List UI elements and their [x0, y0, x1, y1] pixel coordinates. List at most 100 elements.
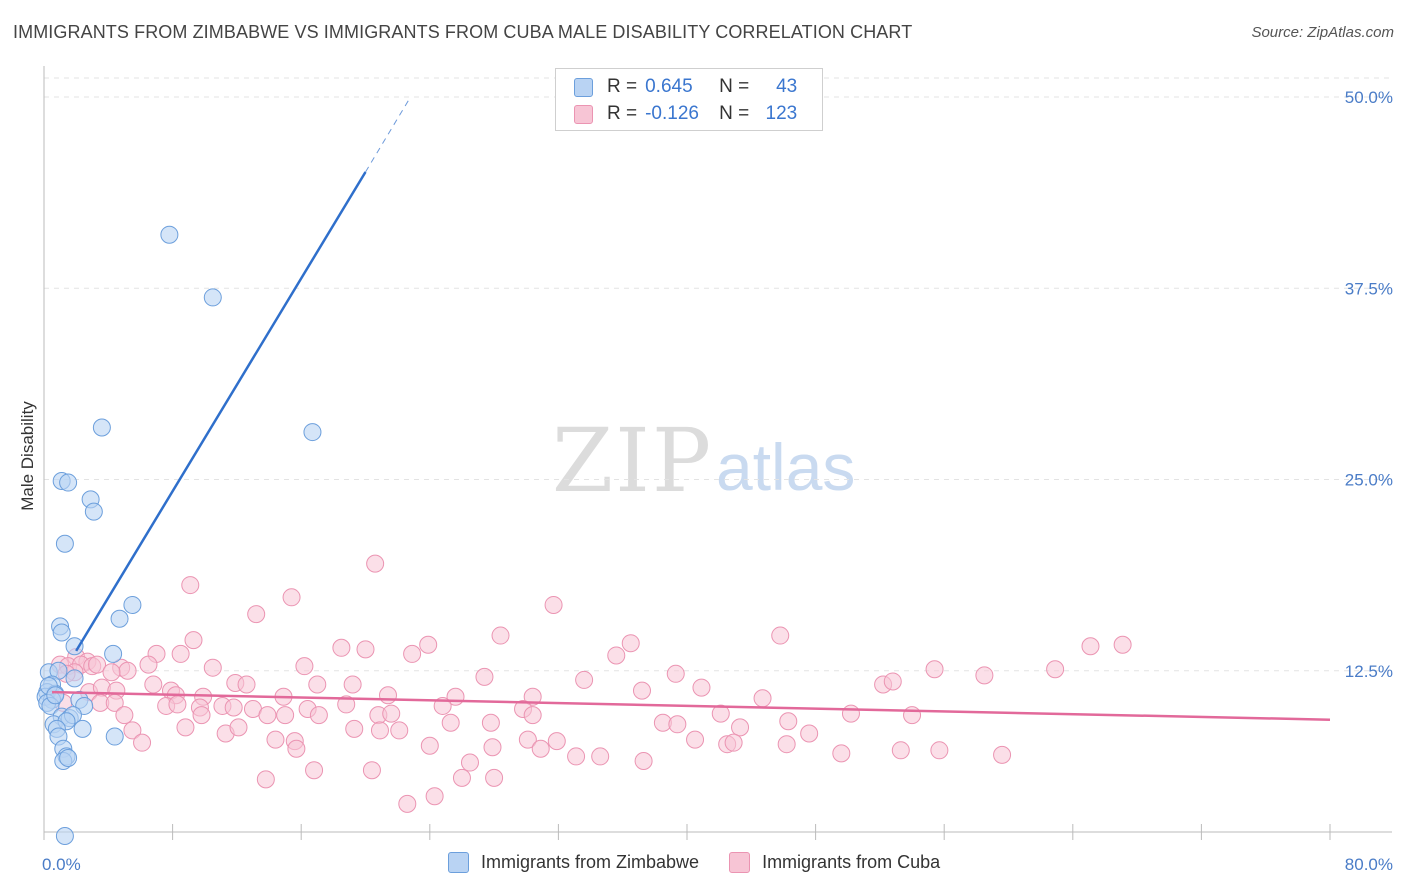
- cuba-point-69: [337, 695, 356, 714]
- cuba-point-110: [832, 744, 851, 763]
- legend-n-value-zimbabwe: 43: [776, 76, 798, 97]
- cuba-point-6: [771, 626, 790, 645]
- cuba-point-54: [632, 681, 651, 700]
- cuba-point-0: [366, 554, 385, 573]
- legend-r-value-zimbabwe: 0.645: [645, 76, 693, 97]
- cuba-point-24: [88, 655, 107, 674]
- cuba-point-63: [168, 695, 187, 714]
- cuba-point-95: [731, 718, 750, 737]
- cuba-point-93: [370, 721, 389, 740]
- zimbabwe-point-2: [92, 418, 111, 437]
- cuba-point-112: [930, 741, 949, 760]
- cuba-point-81: [841, 704, 860, 723]
- series-legend: Immigrants from Zimbabwe Immigrants from…: [448, 852, 970, 873]
- zimbabwe-point-0: [160, 225, 179, 244]
- cuba-point-121: [452, 768, 471, 787]
- cuba-point-8: [419, 635, 438, 654]
- trend-line-zimbabwe: [75, 171, 367, 652]
- cuba-point-53: [523, 687, 542, 706]
- cuba-point-86: [668, 715, 687, 734]
- y-tick-label-1: 25.0%: [1345, 471, 1393, 490]
- cuba-point-89: [176, 718, 195, 737]
- cuba-point-5: [491, 626, 510, 645]
- zimbabwe-point-9: [123, 595, 142, 614]
- cuba-point-124: [398, 794, 417, 813]
- legend-swatch-cuba: [574, 104, 593, 124]
- cuba-point-96: [800, 724, 819, 743]
- series-cuba-points: [51, 554, 1132, 813]
- cuba-point-113: [993, 745, 1012, 764]
- cuba-point-111: [891, 741, 910, 760]
- cuba-point-99: [518, 730, 537, 749]
- series-zimbabwe-points: [36, 225, 322, 845]
- cuba-point-17: [607, 646, 626, 665]
- cuba-point-116: [634, 752, 653, 771]
- cuba-point-27: [203, 658, 222, 677]
- cuba-point-7: [184, 631, 203, 650]
- legend-swatch-zimbabwe: [574, 77, 593, 97]
- zimbabwe-point-14: [104, 644, 123, 663]
- zimbabwe-point-33: [73, 719, 92, 738]
- cuba-point-13: [356, 640, 375, 659]
- y-tick-label-0: 12.5%: [1345, 662, 1393, 681]
- chart-title: IMMIGRANTS FROM ZIMBABWE VS IMMIGRANTS F…: [13, 22, 913, 42]
- cuba-point-73: [192, 706, 211, 725]
- cuba-point-123: [425, 787, 444, 806]
- tick-labels: 12.5% 25.0% 37.5% 50.0% 0.0% 80.0%: [42, 88, 1393, 874]
- legend-row-zimbabwe: R = 0.645 N = 43: [574, 75, 797, 99]
- legend-n-value-cuba: 123: [765, 103, 798, 124]
- cuba-point-2: [282, 588, 301, 607]
- cuba-point-36: [475, 667, 494, 686]
- cuba-point-105: [420, 736, 439, 755]
- cuba-point-109: [724, 733, 743, 752]
- cuba-point-78: [382, 704, 401, 723]
- legend-swatch-zimbabwe: [448, 852, 469, 873]
- cuba-point-88: [123, 721, 142, 740]
- cuba-point-1: [181, 576, 200, 595]
- zimbabwe-point-40: [55, 826, 74, 845]
- cuba-point-15: [171, 644, 190, 663]
- cuba-point-107: [531, 739, 550, 758]
- cuba-point-42: [308, 675, 327, 694]
- cuba-point-103: [133, 733, 152, 752]
- x-tick-label-max: 80.0%: [1345, 855, 1393, 874]
- cuba-point-74: [258, 706, 277, 725]
- legend-n-label: N =: [719, 76, 750, 97]
- watermark: ZIP atlas: [552, 409, 855, 512]
- zimbabwe-point-1: [203, 288, 222, 307]
- trend-line-cuba: [52, 690, 1331, 721]
- zimbabwe-point-10: [110, 609, 129, 628]
- legend-r-value-cuba: -0.126: [645, 103, 699, 124]
- zimbabwe-point-12: [52, 623, 71, 642]
- legend-n-label: N =: [719, 103, 750, 124]
- cuba-point-33: [925, 660, 944, 679]
- correlation-legend: R = 0.645 N = 43 R = -0.126 N = 123: [555, 68, 823, 131]
- cuba-point-76: [309, 706, 328, 725]
- y-tick-label-2: 37.5%: [1345, 279, 1393, 298]
- zimbabwe-point-5: [59, 473, 78, 492]
- cuba-point-97: [266, 730, 285, 749]
- zimbabwe-point-39: [59, 748, 78, 767]
- cuba-point-66: [224, 698, 243, 717]
- source-credit: Source: ZipAtlas.com: [1251, 24, 1394, 41]
- cuba-point-117: [460, 753, 479, 772]
- cuba-point-118: [305, 761, 324, 780]
- zimbabwe-point-35: [105, 727, 124, 746]
- cuba-point-26: [139, 655, 158, 674]
- cuba-point-35: [1046, 660, 1065, 679]
- legend-item-cuba: Immigrants from Cuba: [729, 852, 940, 873]
- zimbabwe-point-42: [46, 686, 65, 705]
- cuba-point-79: [523, 706, 542, 725]
- cuba-point-114: [567, 747, 586, 766]
- cuba-point-43: [343, 675, 362, 694]
- legend-r-label: R =: [607, 76, 638, 97]
- cuba-point-115: [591, 747, 610, 766]
- cuba-point-119: [362, 761, 381, 780]
- zimbabwe-point-8: [55, 534, 74, 553]
- cuba-point-12: [332, 638, 351, 657]
- cuba-point-101: [686, 730, 705, 749]
- cuba-point-9: [621, 634, 640, 653]
- cuba-point-34: [975, 666, 994, 685]
- cuba-point-51: [379, 686, 398, 705]
